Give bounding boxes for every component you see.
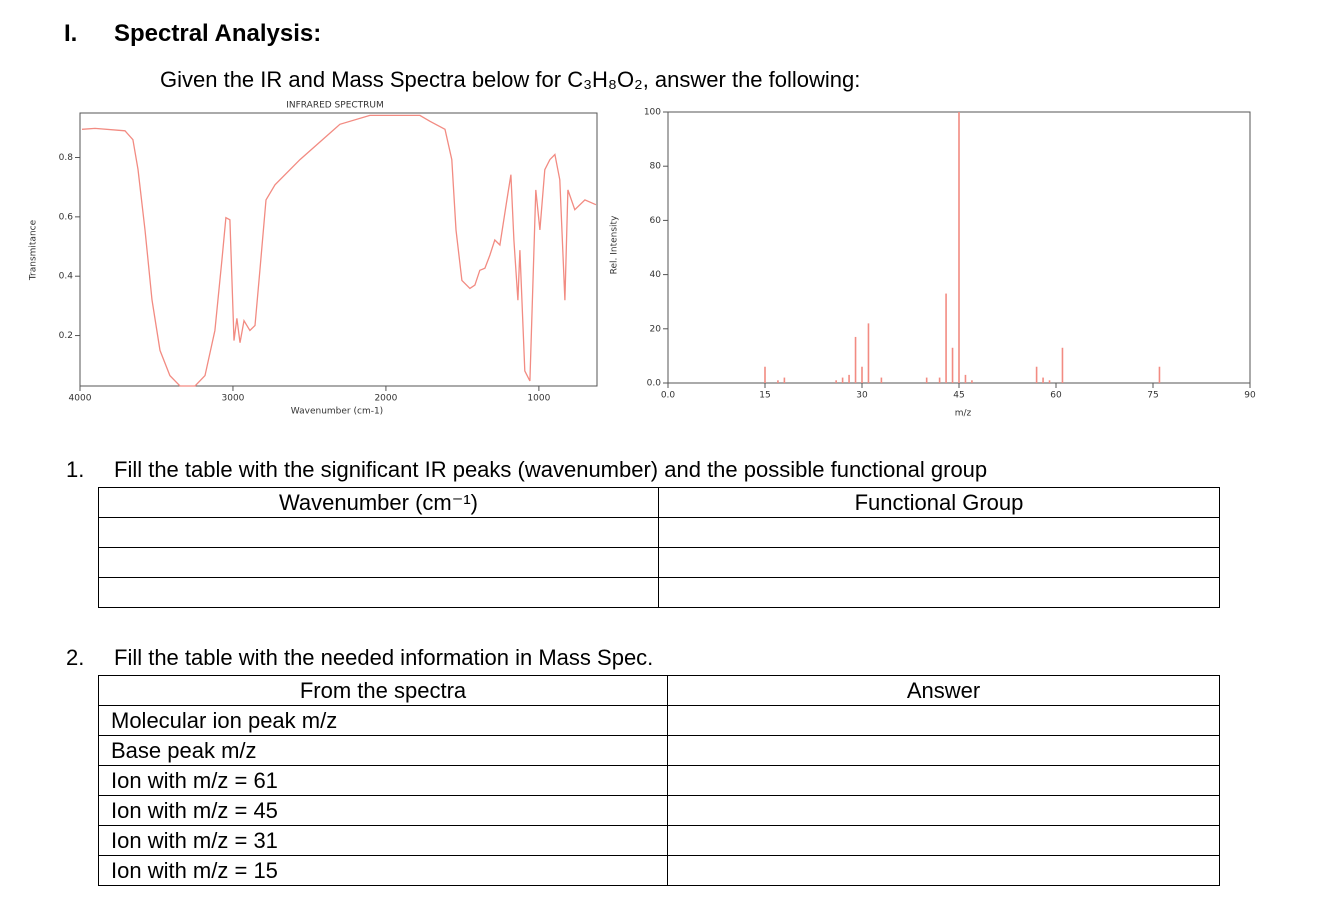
- peak: [1035, 366, 1038, 383]
- question-text: Fill the table with the significant IR p…: [114, 457, 988, 482]
- x-tick-label: 90: [1244, 391, 1256, 401]
- peak: [835, 380, 837, 383]
- x-tick-label: 60: [1050, 391, 1062, 401]
- row: Molecular ion peak m/z: [98, 705, 1220, 736]
- x-tick-label: 30: [856, 391, 868, 401]
- peak: [880, 377, 883, 383]
- peak: [1061, 347, 1064, 383]
- peak: [764, 366, 766, 383]
- intro: Given the IR and Mass Spectra below for …: [160, 67, 861, 92]
- ir-table: Wavenumber (cm⁻¹) Functional Group: [98, 487, 1220, 608]
- header-cell: Wavenumber (cm⁻¹): [98, 487, 659, 518]
- ms-table: From the spectra Answer Molecular ion pea…: [98, 675, 1220, 886]
- y-axis-label: Rel. Intensity: [610, 215, 620, 274]
- peak: [971, 380, 973, 383]
- cell: Molecular ion peak m/z: [98, 705, 668, 736]
- row: Ion with m/z = 61: [98, 765, 1220, 796]
- plot-frame: [79, 112, 598, 387]
- cell: [98, 547, 659, 578]
- x-tick-label: 0.0: [661, 391, 676, 401]
- peak: [958, 112, 960, 383]
- peak: [854, 336, 857, 383]
- row: Ion with m/z = 31: [98, 825, 1220, 856]
- question-number: 1.: [66, 457, 85, 482]
- chart-title: INFRARED SPECTRUM: [286, 101, 384, 111]
- cell: Ion with m/z = 31: [98, 825, 668, 856]
- x-tick-label: 75: [1147, 391, 1158, 401]
- x-tick-label: 2000: [374, 394, 397, 404]
- x-axis-label: m/z: [955, 409, 972, 419]
- row: Ion with m/z = 45: [98, 795, 1220, 826]
- cell: [98, 577, 659, 608]
- cell: [667, 705, 1220, 736]
- peak: [1048, 380, 1051, 383]
- cell: [658, 577, 1220, 608]
- cell: Ion with m/z = 45: [98, 795, 668, 826]
- y-tick-label: 40: [650, 270, 662, 280]
- cell: [658, 547, 1220, 578]
- cell: Ion with m/z = 15: [98, 855, 668, 886]
- peak: [964, 374, 967, 383]
- y-axis-label: Transmitance: [29, 219, 39, 281]
- cell: [667, 825, 1220, 856]
- cell: Base peak m/z: [98, 735, 668, 766]
- peak: [867, 323, 870, 383]
- cell: Ion with m/z = 61: [98, 765, 668, 796]
- peak: [848, 374, 850, 383]
- header-cell: From the spectra: [98, 675, 668, 706]
- y-tick-label: 0.0: [647, 379, 662, 389]
- row: Ion with m/z = 15: [98, 855, 1220, 886]
- x-tick-label: 4000: [69, 394, 92, 404]
- cell: [658, 517, 1220, 548]
- y-tick-label: 0.8: [59, 153, 74, 163]
- question-number: 2.: [66, 645, 85, 670]
- header-cell: Functional Group: [658, 487, 1220, 518]
- y-tick-label: 100: [644, 108, 661, 118]
- y-tick-label: 0.2: [59, 331, 73, 341]
- x-axis-label: Wavenumber (cm-1): [291, 407, 383, 417]
- peak: [925, 377, 928, 383]
- section-number: I.: [64, 20, 78, 47]
- y-tick-label: 20: [650, 324, 662, 334]
- y-tick-label: 60: [650, 216, 662, 226]
- question-text: Fill the table with the needed informati…: [114, 645, 654, 670]
- row: Base peak m/z: [98, 735, 1220, 766]
- cell: [98, 517, 659, 548]
- peak: [777, 380, 779, 383]
- cell: [667, 855, 1220, 886]
- peak: [938, 377, 941, 383]
- peak: [1042, 377, 1044, 383]
- cell: [667, 765, 1220, 796]
- peak: [1158, 366, 1161, 383]
- cell: [667, 735, 1220, 766]
- x-tick-label: 3000: [222, 394, 245, 404]
- spectrum-line: [81, 114, 597, 387]
- peak: [841, 377, 844, 383]
- y-tick-label: 80: [650, 162, 662, 172]
- peak: [783, 377, 786, 383]
- peak: [951, 347, 954, 383]
- header-cell: Answer: [667, 675, 1220, 706]
- x-tick-label: 45: [953, 391, 964, 401]
- peak: [945, 293, 947, 383]
- cell: [667, 795, 1220, 826]
- section-title: Spectral Analysis:: [114, 20, 322, 47]
- x-tick-label: 15: [759, 391, 770, 401]
- peak: [861, 366, 863, 383]
- y-tick-label: 0.4: [59, 272, 74, 282]
- charts: INFRARED SPECTRUM Wavenumber (cm-1) Transm…: [29, 101, 1256, 419]
- x-tick-label: 1000: [527, 394, 550, 404]
- y-tick-label: 0.6: [59, 212, 74, 222]
